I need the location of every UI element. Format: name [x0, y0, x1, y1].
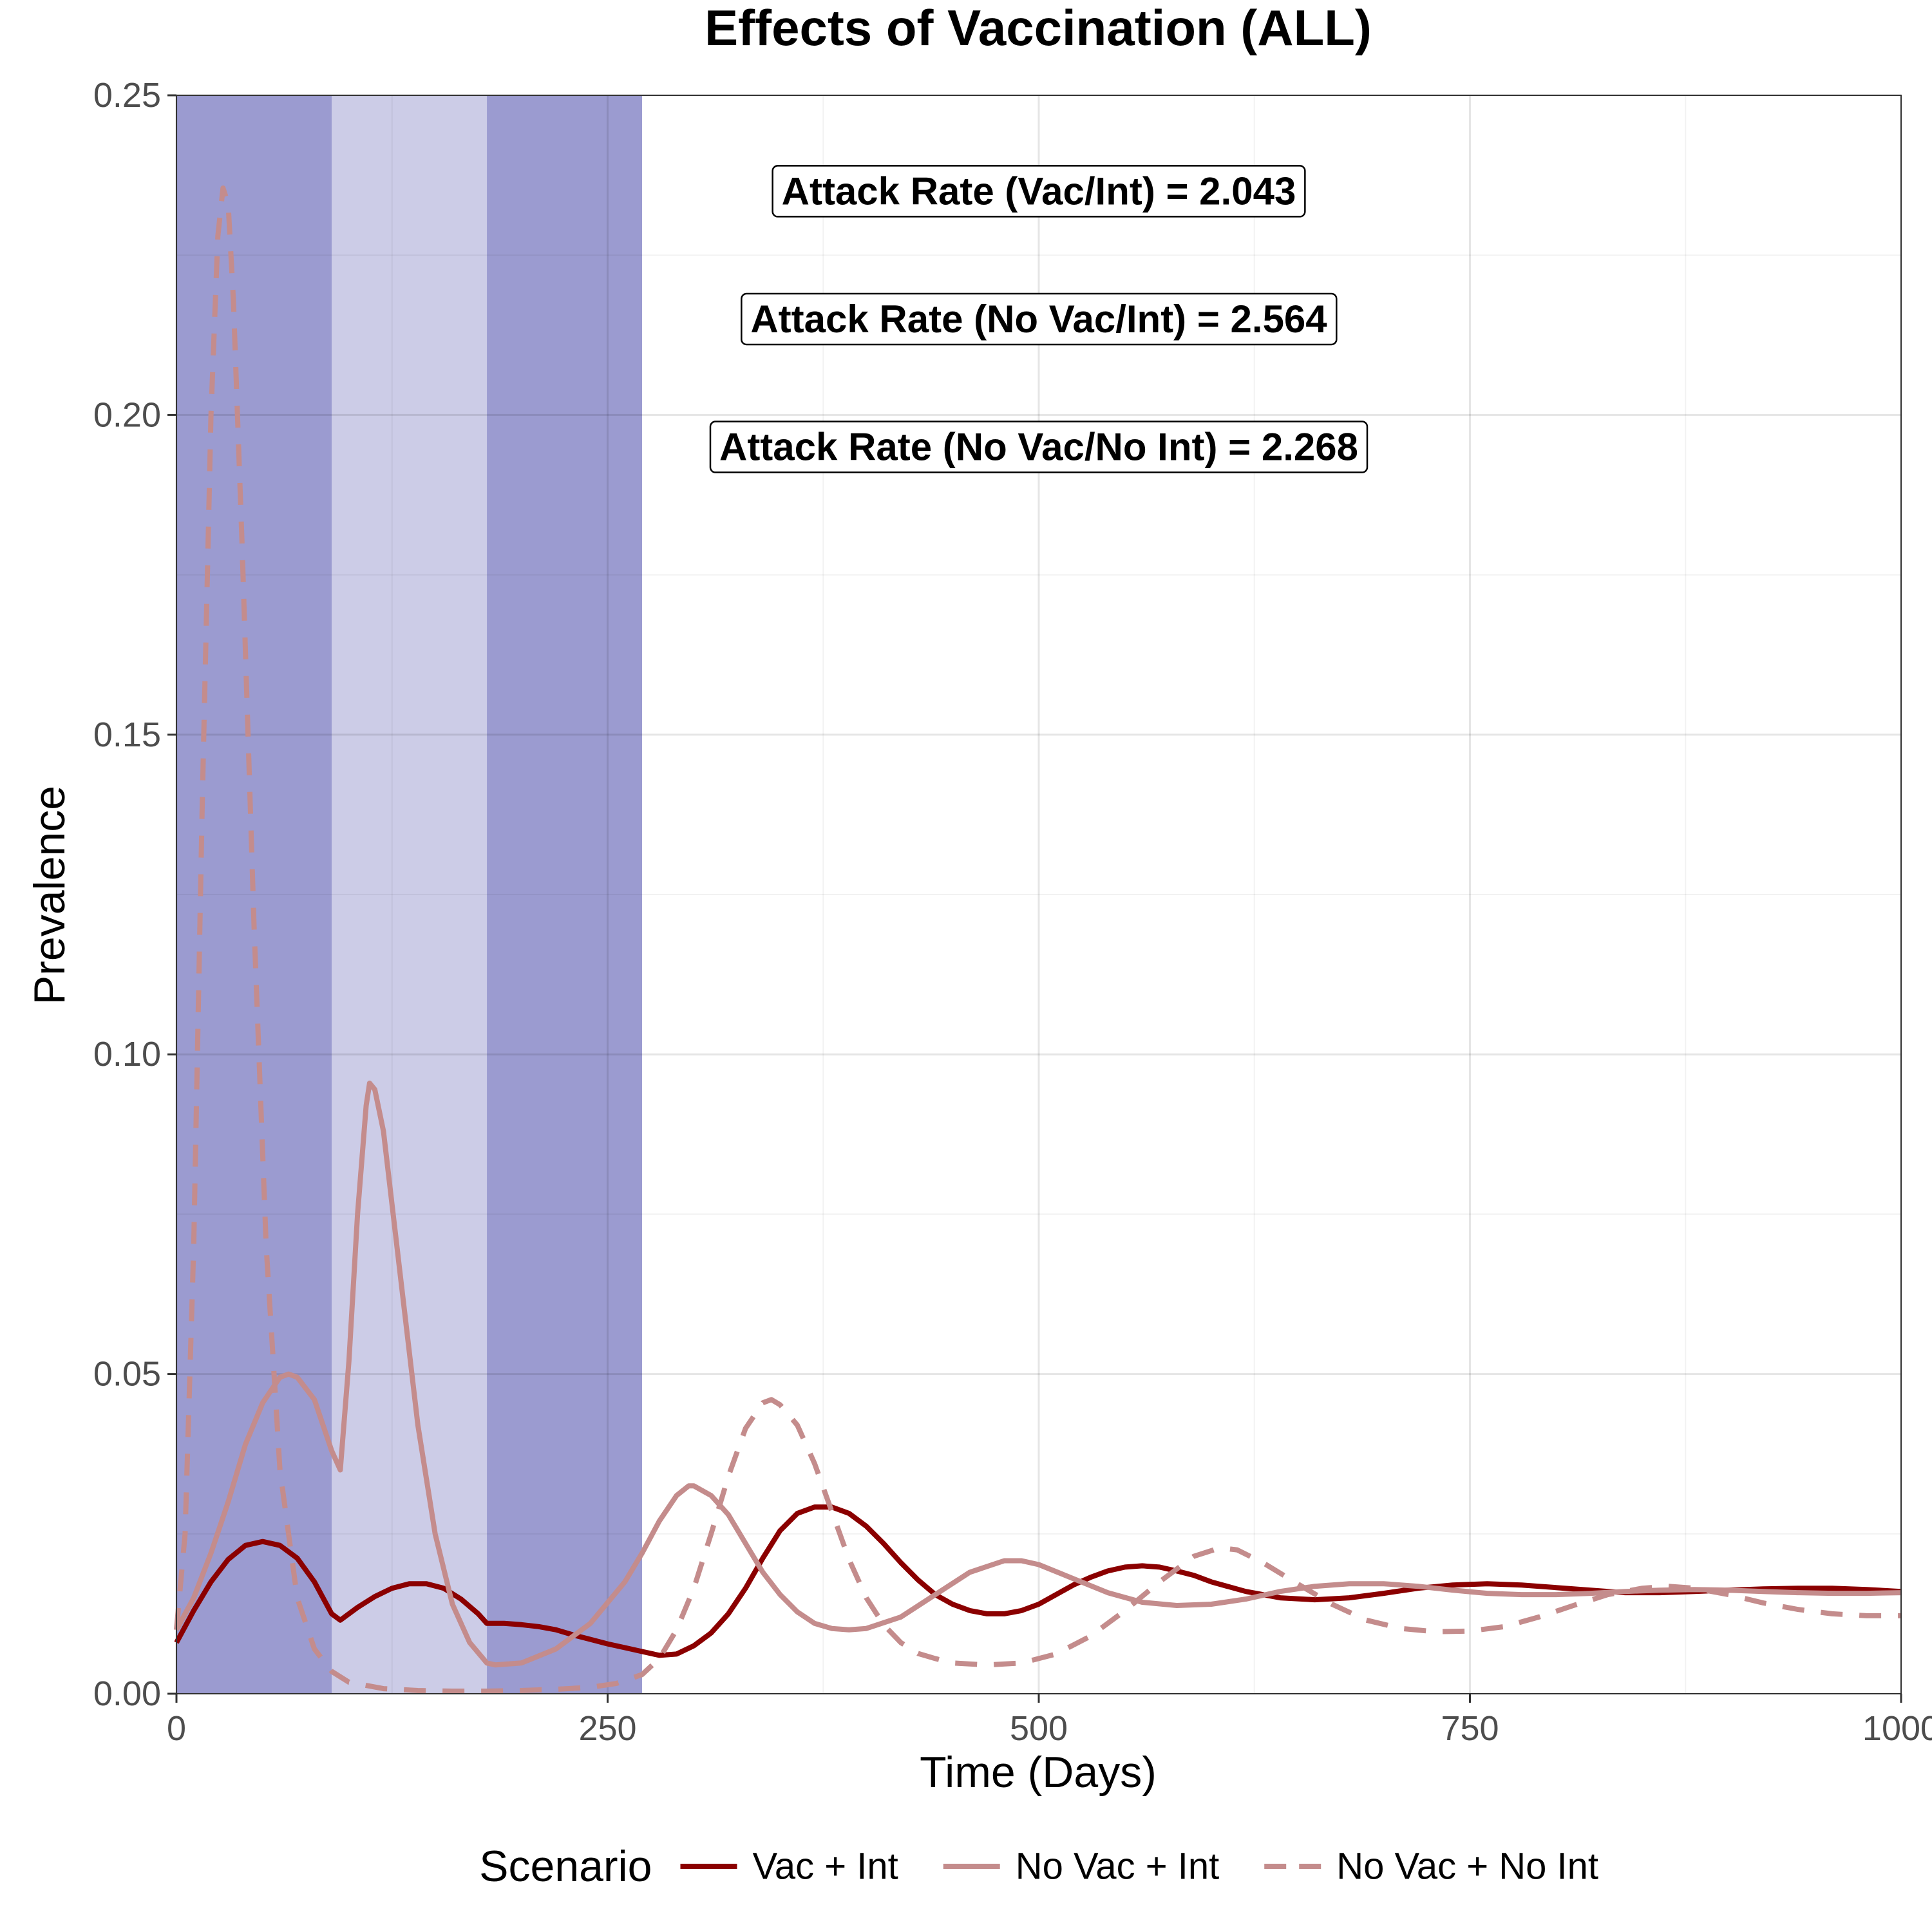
x-tick-label: 750 [1441, 1709, 1499, 1748]
annotation-box [772, 165, 1306, 218]
shaded-region-2 [332, 95, 488, 1694]
legend-label: Vac + Int [752, 1846, 898, 1888]
shaded-regions [176, 95, 643, 1694]
x-tick-label: 250 [578, 1709, 636, 1748]
y-tick-label: 0.25 [93, 76, 161, 115]
annotation-2: Attack Rate (No Vac/Int) = 2.564 [741, 292, 1338, 346]
annotation-text: Attack Rate (No Vac/Int) = 2.564 [750, 298, 1327, 341]
legend-item-2: No Vac + Int [943, 1846, 1219, 1888]
y-axis-title: Prevalence [25, 786, 74, 1005]
annotation-text: Attack Rate (No Vac/No Int) = 2.268 [719, 426, 1358, 469]
x-tick-label: 1000 [1862, 1709, 1932, 1748]
x-tick-label: 0 [167, 1709, 186, 1748]
legend-item-3: No Vac + No Int [1264, 1846, 1598, 1888]
series-line [174, 185, 1901, 1694]
series-2 [174, 1080, 1902, 1668]
chart-title: Effects of Vaccination (ALL) [705, 0, 1372, 56]
x-tick-label: 500 [1010, 1709, 1068, 1748]
y-tick-label: 0.05 [93, 1355, 161, 1394]
y-tick-label: 0.15 [93, 715, 161, 754]
annotation-3: Attack Rate (No Vac/No Int) = 2.268 [709, 421, 1368, 473]
y-tick-label: 0.10 [93, 1035, 161, 1074]
legend-label: No Vac + No Int [1336, 1846, 1598, 1888]
x-axis-title: Time (Days) [920, 1748, 1157, 1797]
y-tick-label: 0.20 [93, 395, 161, 434]
y-tick-label: 0.00 [93, 1674, 161, 1713]
legend-item-1: Vac + Int [680, 1846, 898, 1888]
annotation-box [709, 421, 1368, 473]
series-3 [174, 185, 1901, 1694]
series-line [174, 1080, 1902, 1668]
axis-ticks: 0.00 0.05 0.10 0.15 0.20 0.25 0 250 500 750 1000 [93, 76, 1932, 1748]
annotation-box [741, 292, 1338, 346]
annotation-1: Attack Rate (Vac/Int) = 2.043 [772, 165, 1306, 218]
annotations: Attack Rate (Vac/Int) = 2.043 Attack Rate… [709, 165, 1368, 473]
shaded-region-3 [487, 95, 643, 1694]
legend: Scenario Vac + Int No Vac + Int No Vac + No… [479, 1842, 1598, 1891]
legend-title: Scenario [479, 1842, 652, 1891]
legend-label: No Vac + Int [1016, 1846, 1219, 1888]
series-lines [174, 185, 1902, 1694]
annotation-text: Attack Rate (Vac/Int) = 2.043 [782, 169, 1296, 213]
